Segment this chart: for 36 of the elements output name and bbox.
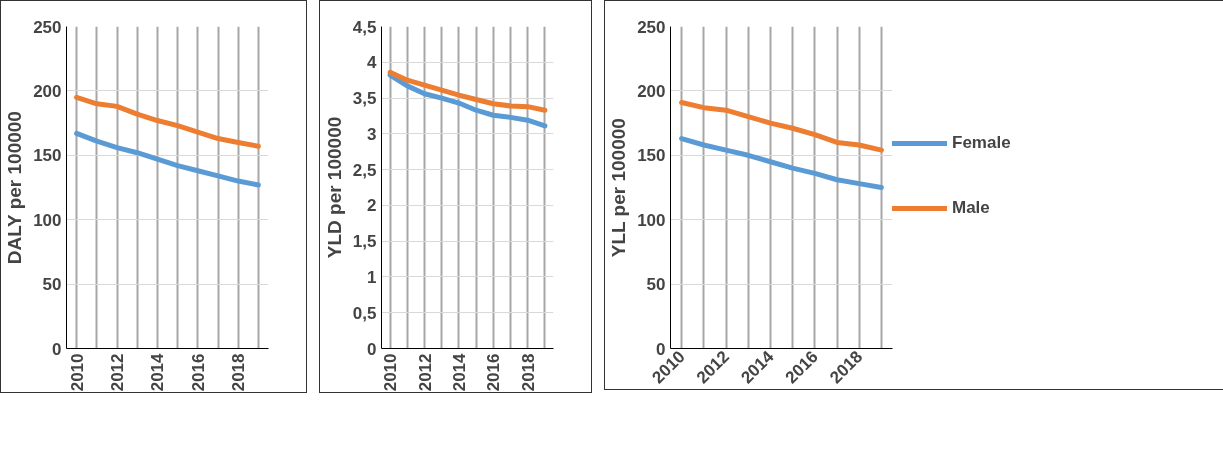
x-tick-label: 2016 (484, 353, 504, 392)
y-tick-label: 0 (367, 339, 377, 359)
y-tick-label: 200 (637, 81, 666, 101)
y-tick-label: 50 (42, 275, 62, 295)
y-tick-label: 1,5 (352, 232, 377, 252)
y-tick-label: 0 (52, 339, 62, 359)
x-tick-label: 2010 (381, 353, 401, 392)
x-tick-label: 2012 (415, 353, 435, 392)
x-tick-label: 2010 (67, 353, 87, 392)
y-tick-label: 3 (367, 124, 377, 144)
y-tick-label: 250 (637, 17, 666, 37)
y-tick-label: 100 (33, 210, 62, 230)
y-tick-label: 50 (646, 275, 666, 295)
y-tick-label: 0,5 (352, 303, 377, 323)
y-tick-label: 2 (367, 196, 377, 216)
y-tick-label: 4 (367, 53, 378, 73)
x-tick-label: 2016 (188, 353, 208, 392)
legend-label: Female (952, 133, 1011, 153)
y-axis-title: YLL per 100000 (608, 118, 630, 258)
legend-label: Male (952, 198, 990, 218)
y-tick-label: 100 (637, 210, 666, 230)
x-tick-label: 2018 (518, 353, 538, 392)
y-tick-label: 2,5 (352, 160, 377, 180)
x-tick-label: 2018 (229, 353, 249, 392)
y-tick-label: 150 (33, 146, 62, 166)
y-tick-label: 3,5 (352, 89, 377, 109)
y-tick-label: 150 (637, 146, 666, 166)
x-tick-label: 2014 (148, 352, 168, 392)
y-tick-label: 200 (33, 81, 62, 101)
x-tick-label: 2012 (108, 353, 127, 392)
y-axis-title: DALY per 100000 (4, 111, 26, 265)
x-tick-label: 2014 (449, 352, 469, 392)
y-tick-label: 1 (367, 267, 377, 287)
y-tick-label: 250 (33, 17, 62, 37)
y-tick-label: 4,5 (352, 17, 377, 37)
y-axis-title: YLD per 100000 (323, 116, 345, 259)
